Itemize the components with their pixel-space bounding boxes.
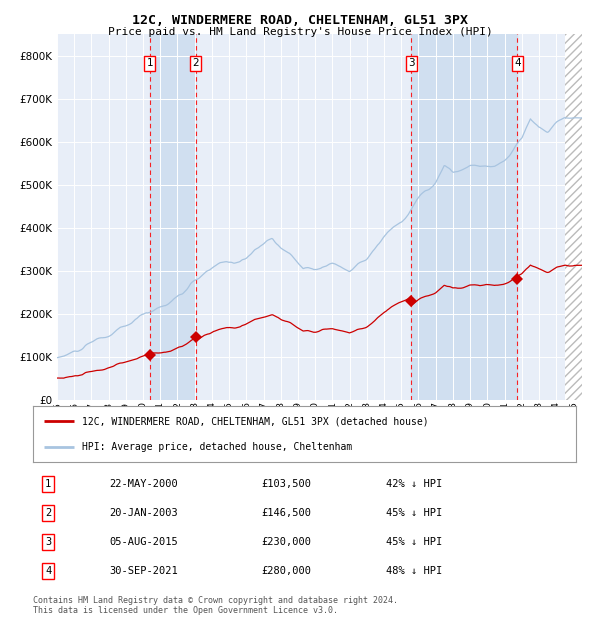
Text: £230,000: £230,000 <box>261 538 311 547</box>
Text: 45% ↓ HPI: 45% ↓ HPI <box>386 508 442 518</box>
Text: 1: 1 <box>146 58 153 68</box>
Text: 12C, WINDERMERE ROAD, CHELTENHAM, GL51 3PX (detached house): 12C, WINDERMERE ROAD, CHELTENHAM, GL51 3… <box>82 416 428 426</box>
Bar <box>150 34 196 400</box>
Text: £280,000: £280,000 <box>261 567 311 577</box>
Bar <box>412 34 517 400</box>
Text: 12C, WINDERMERE ROAD, CHELTENHAM, GL51 3PX: 12C, WINDERMERE ROAD, CHELTENHAM, GL51 3… <box>132 14 468 27</box>
Text: 4: 4 <box>45 567 52 577</box>
Text: 3: 3 <box>45 538 52 547</box>
Text: 3: 3 <box>408 58 415 68</box>
Text: Price paid vs. HM Land Registry's House Price Index (HPI): Price paid vs. HM Land Registry's House … <box>107 27 493 37</box>
Text: Contains HM Land Registry data © Crown copyright and database right 2024.
This d: Contains HM Land Registry data © Crown c… <box>33 596 398 615</box>
Text: 4: 4 <box>514 58 521 68</box>
Text: 1: 1 <box>45 479 52 489</box>
Text: 42% ↓ HPI: 42% ↓ HPI <box>386 479 442 489</box>
Text: 2: 2 <box>45 508 52 518</box>
Text: HPI: Average price, detached house, Cheltenham: HPI: Average price, detached house, Chel… <box>82 442 352 452</box>
Text: 48% ↓ HPI: 48% ↓ HPI <box>386 567 442 577</box>
Text: 45% ↓ HPI: 45% ↓ HPI <box>386 538 442 547</box>
Text: 2: 2 <box>192 58 199 68</box>
Text: 05-AUG-2015: 05-AUG-2015 <box>109 538 178 547</box>
Text: £146,500: £146,500 <box>261 508 311 518</box>
Text: 30-SEP-2021: 30-SEP-2021 <box>109 567 178 577</box>
Text: 22-MAY-2000: 22-MAY-2000 <box>109 479 178 489</box>
Text: 20-JAN-2003: 20-JAN-2003 <box>109 508 178 518</box>
Text: £103,500: £103,500 <box>261 479 311 489</box>
